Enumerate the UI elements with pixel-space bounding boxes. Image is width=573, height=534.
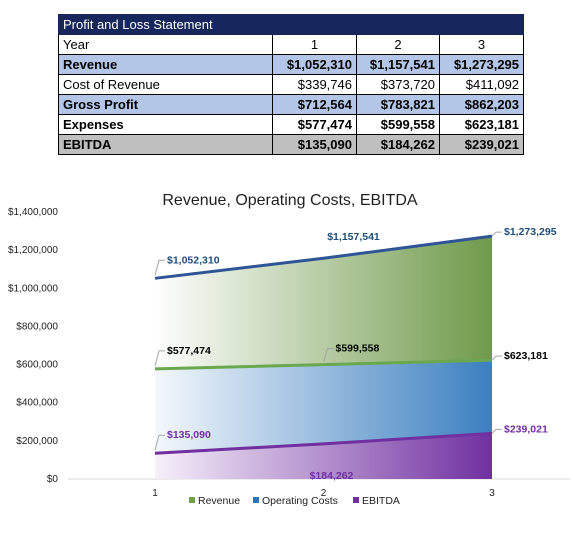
data-label: $1,273,295 [504,226,557,238]
legend-swatch [189,497,195,503]
row-value: $862,203 [438,94,525,115]
area-chart: Revenue, Operating Costs, EBITDA $0 $200,… [8,192,570,507]
y-tick-label: $0 [47,474,59,485]
x-tick-label: 3 [489,488,495,499]
series-line-revenue [154,234,493,280]
header-label: Year [58,34,273,55]
legend-label: Revenue [198,495,240,507]
row-value: $339,746 [272,74,357,95]
data-label-leader [154,350,165,366]
row-value: $577,474 [272,114,357,135]
row-value: $135,090 [272,134,357,155]
row-label: Revenue [58,54,273,75]
table-row-ebitda: EBITDA $135,090 $184,262 $239,021 [58,134,525,155]
row-label: Cost of Revenue [58,74,273,95]
y-tick-label: $1,000,000 [8,283,58,294]
y-tick-label: $400,000 [16,398,58,409]
row-label: Expenses [58,114,273,135]
data-label-leader [154,434,165,451]
header-year-3: 3 [438,34,525,55]
y-tick-label: $1,200,000 [8,245,58,256]
table-row-expenses: Expenses $577,474 $599,558 $623,181 [58,114,525,135]
row-value: $1,052,310 [272,54,357,75]
row-value: $1,273,295 [438,54,525,75]
table-row-cost-of-revenue: Cost of Revenue $339,746 $373,720 $411,0… [58,74,525,95]
data-label-leader [154,259,165,276]
data-label: $135,090 [167,429,211,441]
data-label-leader [491,355,502,361]
table-title: Profit and Loss Statement [57,14,525,35]
legend-label: EBITDA [362,495,400,507]
table-title-row: Profit and Loss Statement [57,14,525,35]
series-line-operating-costs [154,358,493,371]
table-header-row: Year 1 2 3 [58,34,525,55]
y-tick-label: $600,000 [16,360,58,371]
row-value: $1,157,541 [356,54,440,75]
data-label: $577,474 [167,345,211,357]
y-tick-label: $1,400,000 [8,207,58,218]
row-value: $411,092 [438,74,525,95]
table-row-revenue: Revenue $1,052,310 $1,157,541 $1,273,295 [58,54,525,75]
legend-swatch [353,497,359,503]
row-value: $712,564 [272,94,357,115]
data-label: $623,181 [504,350,548,362]
pnl-table: Profit and Loss Statement Year 1 2 3 Rev… [57,14,525,155]
header-year-2: 2 [356,34,440,55]
data-label-leader [323,348,334,362]
y-tick-label: $800,000 [16,321,58,332]
chart-title: Revenue, Operating Costs, EBITDA [162,192,418,209]
plot-area: $0 $200,000 $400,000 $600,000 $800,000 $1,000… [8,207,570,499]
data-label-leader [491,428,502,434]
data-label: $184,262 [310,470,354,482]
y-tick-label: $200,000 [16,436,58,447]
row-value: $239,021 [438,134,525,155]
data-label: $239,021 [504,423,548,435]
row-label: Gross Profit [58,94,273,115]
data-label: $1,052,310 [167,254,220,266]
legend-label: Operating Costs [262,495,338,507]
x-tick-label: 1 [152,488,158,499]
series-line-ebitda [154,431,493,455]
row-value: $184,262 [356,134,440,155]
data-label-leader [491,231,502,237]
header-year-1: 1 [272,34,357,55]
data-label: $1,157,541 [327,231,380,243]
row-value: $373,720 [356,74,440,95]
row-value: $623,181 [438,114,525,135]
x-tick-label: 2 [321,488,327,499]
row-value: $783,821 [356,94,440,115]
data-label: $599,558 [336,343,380,355]
area-ebitda [155,433,492,479]
table-row-gross-profit: Gross Profit $712,564 $783,821 $862,203 [58,94,525,115]
legend: Revenue Operating Costs EBITDA [189,495,400,507]
row-value: $599,558 [356,114,440,135]
row-label: EBITDA [58,134,273,155]
legend-swatch [253,497,259,503]
